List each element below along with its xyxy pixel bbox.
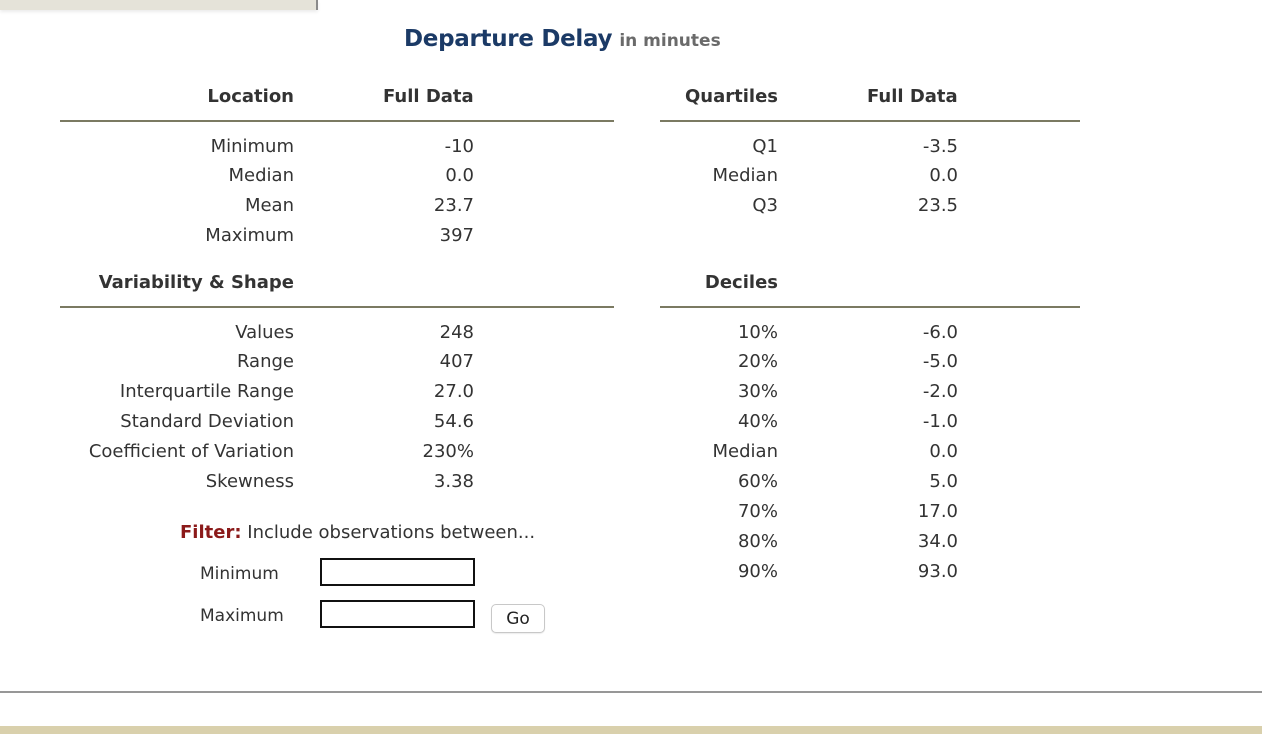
deciles-value-60: 5.0 [929,471,958,492]
location-value-minimum: -10 [444,136,474,157]
deciles-label-20: 20% [737,351,778,372]
quartiles-label-median: Median [712,165,778,186]
deciles-value-40: -1.0 [922,411,958,432]
quartiles-column-header: Full Data [867,86,958,107]
quartiles-divider [660,120,1080,122]
location-label-median: Median [228,165,294,186]
deciles-value-70: 17.0 [917,501,958,522]
variability-label-range: Range [236,351,294,372]
location-heading: Location [207,86,294,107]
variability-label-skewness: Skewness [205,471,294,492]
quartiles-value-q3: 23.5 [917,195,958,216]
variability-value-values: 248 [439,322,474,343]
deciles-heading: Deciles [704,272,778,293]
variability-value-cv: 230% [422,441,474,462]
variability-value-std-dev: 54.6 [433,411,474,432]
deciles-value-80: 34.0 [917,531,958,552]
deciles-label-60: 60% [737,471,778,492]
variability-label-std-dev: Standard Deviation [120,411,294,432]
footer-band [0,726,1262,734]
location-column-header: Full Data [383,86,474,107]
location-value-mean: 23.7 [433,195,474,216]
variability-label-cv: Coefficient of Variation [88,441,294,462]
location-divider [60,120,614,122]
top-tab-decoration [0,0,318,10]
deciles-value-90: 93.0 [917,561,958,582]
filter-text: Include observations between... [247,522,536,543]
deciles-label-90: 90% [737,561,778,582]
quartiles-value-median: 0.0 [929,165,958,186]
filter-minimum-input[interactable] [320,558,475,586]
variability-heading: Variability & Shape [98,272,294,293]
deciles-label-80: 80% [737,531,778,552]
variability-label-values: Values [235,322,294,343]
filter-label: Filter: [180,522,242,543]
page-title: Departure Delay in minutes [404,26,721,52]
title-main: Departure Delay [404,26,613,52]
deciles-label-70: 70% [737,501,778,522]
quartiles-value-q1: -3.5 [922,136,958,157]
deciles-label-30: 30% [737,381,778,402]
location-label-mean: Mean [244,195,294,216]
variability-value-range: 407 [439,351,474,372]
go-button[interactable]: Go [491,604,545,633]
quartiles-heading: Quartiles [684,86,778,107]
location-value-median: 0.0 [445,165,474,186]
footer-divider [0,691,1262,693]
location-label-minimum: Minimum [210,136,294,157]
quartiles-label-q3: Q3 [752,195,778,216]
filter-maximum-label: Maximum [200,606,284,626]
variability-label-iqr: Interquartile Range [119,381,294,402]
deciles-value-10: -6.0 [922,322,958,343]
deciles-value-30: -2.0 [922,381,958,402]
title-unit: in minutes [619,31,721,51]
filter-description: Filter: Include observations between... [180,522,535,543]
variability-divider [60,306,614,308]
deciles-label-median: Median [712,441,778,462]
variability-value-skewness: 3.38 [433,471,474,492]
filter-maximum-input[interactable] [320,600,475,628]
quartiles-label-q1: Q1 [752,136,778,157]
deciles-label-10: 10% [737,322,778,343]
filter-minimum-label: Minimum [200,564,279,584]
deciles-divider [660,306,1080,308]
location-label-maximum: Maximum [205,225,294,246]
deciles-value-20: -5.0 [922,351,958,372]
location-value-maximum: 397 [439,225,474,246]
deciles-label-40: 40% [737,411,778,432]
variability-value-iqr: 27.0 [433,381,474,402]
deciles-value-median: 0.0 [929,441,958,462]
